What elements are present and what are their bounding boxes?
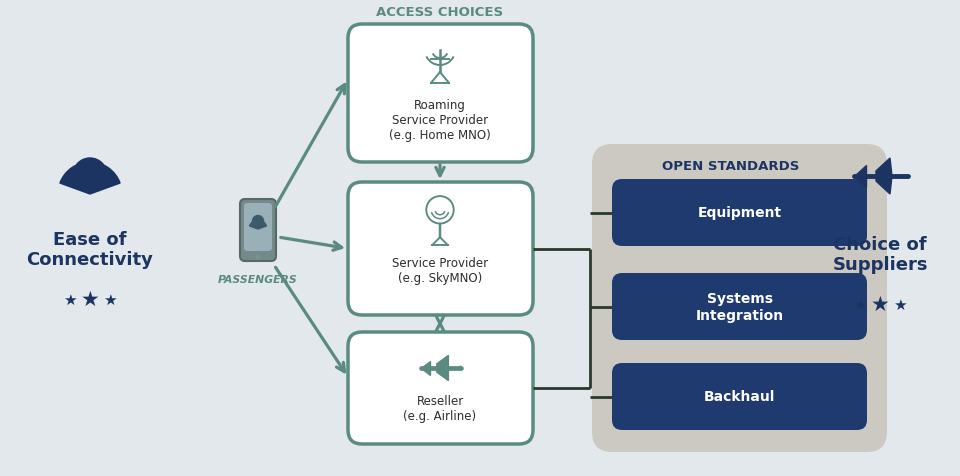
Circle shape: [73, 159, 107, 193]
Polygon shape: [854, 177, 866, 188]
Text: Choice of
Suppliers: Choice of Suppliers: [832, 235, 927, 274]
Polygon shape: [437, 356, 448, 368]
Text: ★: ★: [63, 292, 77, 307]
Polygon shape: [854, 166, 866, 177]
Text: Reseller
(e.g. Airline): Reseller (e.g. Airline): [403, 394, 476, 422]
Text: Backhaul: Backhaul: [704, 390, 775, 404]
Polygon shape: [437, 368, 448, 381]
Text: ★: ★: [853, 297, 867, 312]
FancyBboxPatch shape: [592, 145, 887, 452]
Text: PASSENGERS: PASSENGERS: [218, 275, 298, 284]
FancyBboxPatch shape: [240, 199, 276, 261]
FancyBboxPatch shape: [348, 25, 533, 163]
Circle shape: [255, 255, 261, 260]
Polygon shape: [876, 177, 892, 195]
FancyBboxPatch shape: [348, 332, 533, 444]
FancyBboxPatch shape: [612, 179, 867, 247]
Text: ★: ★: [103, 292, 117, 307]
Text: ★: ★: [893, 297, 907, 312]
Text: OPEN STANDARDS: OPEN STANDARDS: [662, 160, 800, 173]
FancyBboxPatch shape: [612, 273, 867, 340]
Wedge shape: [250, 220, 267, 229]
Polygon shape: [459, 366, 461, 370]
Text: Service Provider
(e.g. SkyMNO): Service Provider (e.g. SkyMNO): [392, 257, 488, 284]
Text: ★: ★: [81, 289, 100, 309]
Wedge shape: [60, 163, 120, 195]
Polygon shape: [876, 159, 892, 177]
Text: ★: ★: [871, 294, 889, 314]
Text: Systems
Integration: Systems Integration: [695, 292, 783, 322]
Text: ACCESS CHOICES: ACCESS CHOICES: [376, 7, 504, 20]
Circle shape: [252, 216, 263, 227]
FancyBboxPatch shape: [244, 204, 272, 251]
FancyBboxPatch shape: [612, 363, 867, 430]
Polygon shape: [421, 361, 429, 368]
Polygon shape: [421, 368, 429, 376]
Text: Ease of
Connectivity: Ease of Connectivity: [27, 230, 154, 269]
Text: Roaming
Service Provider
(e.g. Home MNO): Roaming Service Provider (e.g. Home MNO): [389, 98, 491, 141]
FancyBboxPatch shape: [348, 183, 533, 315]
Text: Equipment: Equipment: [697, 206, 781, 220]
